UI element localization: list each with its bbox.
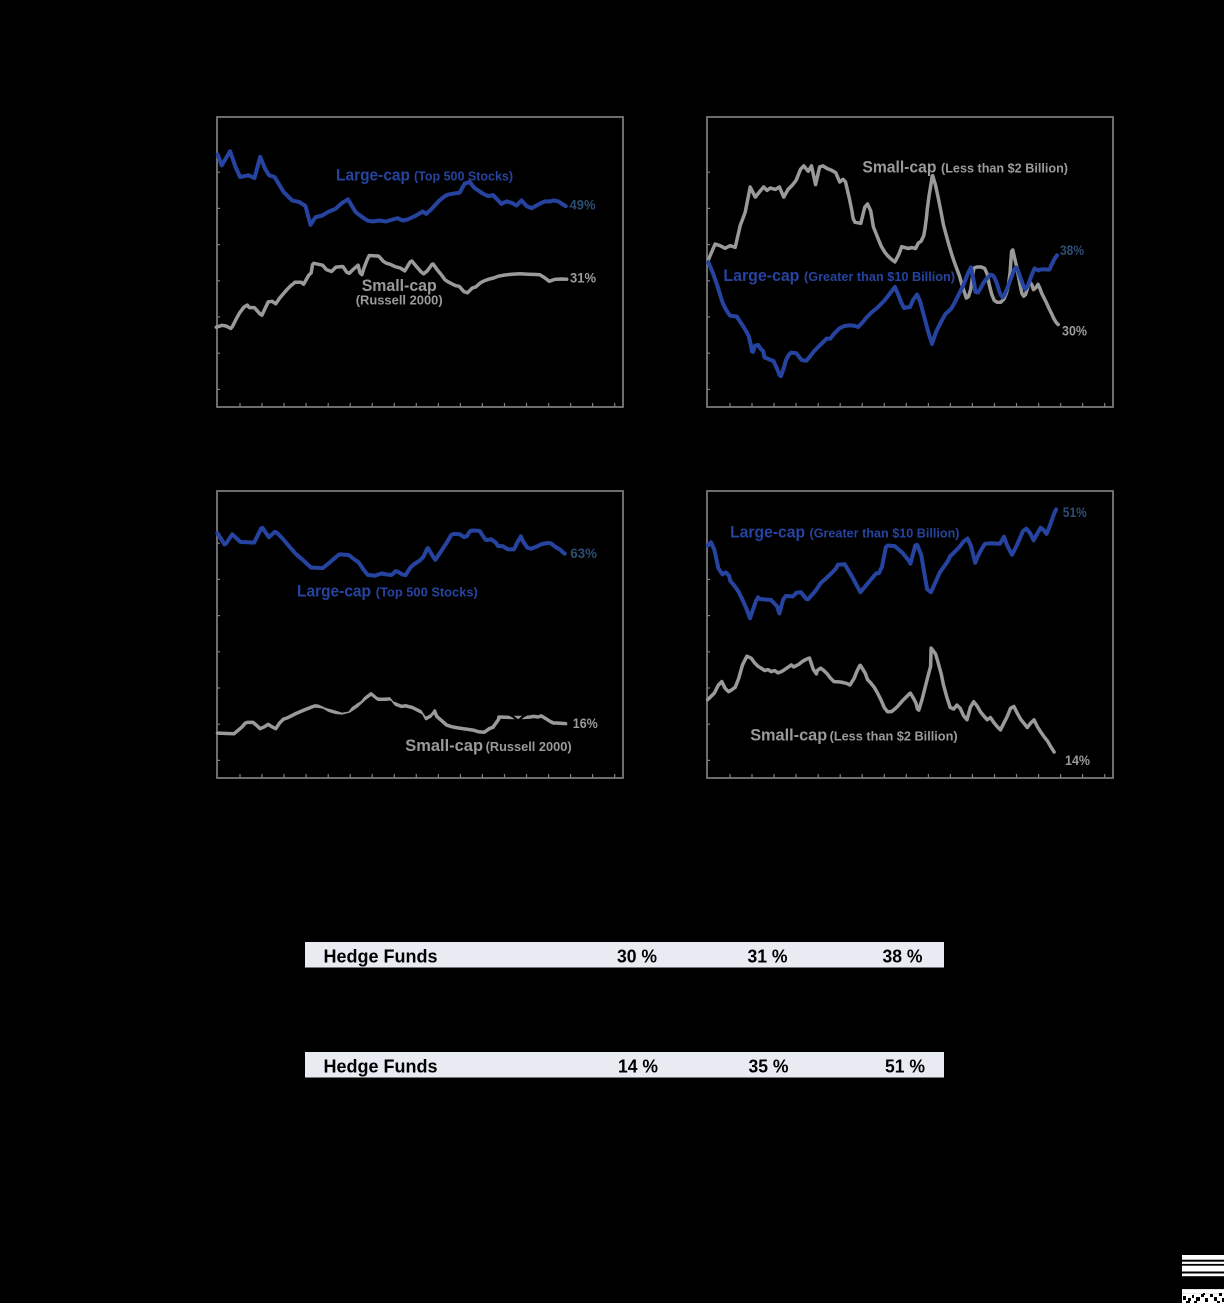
svg-text:(Top 500 Stocks): (Top 500 Stocks) bbox=[376, 586, 478, 600]
svg-text:Small-cap: Small-cap bbox=[362, 277, 437, 295]
svg-text:31 %: 31 % bbox=[748, 947, 788, 967]
svg-text:Small-cap: Small-cap bbox=[405, 737, 483, 755]
svg-text:30%: 30% bbox=[1062, 323, 1087, 339]
svg-text:31%: 31% bbox=[570, 270, 597, 286]
svg-text:(Greater than $10 Billion): (Greater than $10 Billion) bbox=[804, 270, 955, 284]
svg-text:Large-cap: Large-cap bbox=[723, 267, 799, 285]
svg-text:Small-cap: Small-cap bbox=[750, 727, 827, 745]
svg-text:Hedge Funds: Hedge Funds bbox=[324, 1057, 438, 1077]
svg-text:Large-cap: Large-cap bbox=[297, 583, 371, 601]
svg-text:(Greater than $10 Billion): (Greater than $10 Billion) bbox=[810, 527, 960, 541]
svg-text:(Russell 2000): (Russell 2000) bbox=[356, 293, 443, 308]
svg-text:38 %: 38 % bbox=[883, 947, 923, 967]
svg-text:Hedge Funds: Hedge Funds bbox=[324, 947, 438, 967]
svg-text:14%: 14% bbox=[1065, 752, 1090, 768]
svg-text:51 %: 51 % bbox=[885, 1057, 925, 1077]
svg-text:51%: 51% bbox=[1063, 504, 1087, 520]
svg-text:Large-cap: Large-cap bbox=[730, 524, 805, 542]
svg-text:(Russell 2000): (Russell 2000) bbox=[486, 740, 572, 754]
svg-text:Large-cap: Large-cap bbox=[336, 167, 410, 185]
svg-text:16%: 16% bbox=[573, 715, 598, 731]
svg-text:14 %: 14 % bbox=[618, 1057, 658, 1077]
svg-text:38%: 38% bbox=[1060, 242, 1084, 258]
svg-text:(Less than $2 Billion): (Less than $2 Billion) bbox=[941, 162, 1068, 176]
svg-text:35 %: 35 % bbox=[749, 1057, 789, 1077]
svg-text:49%: 49% bbox=[570, 197, 597, 213]
svg-text:63%: 63% bbox=[570, 545, 597, 561]
svg-text:(Top 500 Stocks): (Top 500 Stocks) bbox=[414, 170, 513, 184]
svg-text:(Less than $2 Billion): (Less than $2 Billion) bbox=[830, 730, 958, 744]
svg-text:30 %: 30 % bbox=[617, 947, 657, 967]
svg-text:Small-cap: Small-cap bbox=[862, 159, 936, 177]
